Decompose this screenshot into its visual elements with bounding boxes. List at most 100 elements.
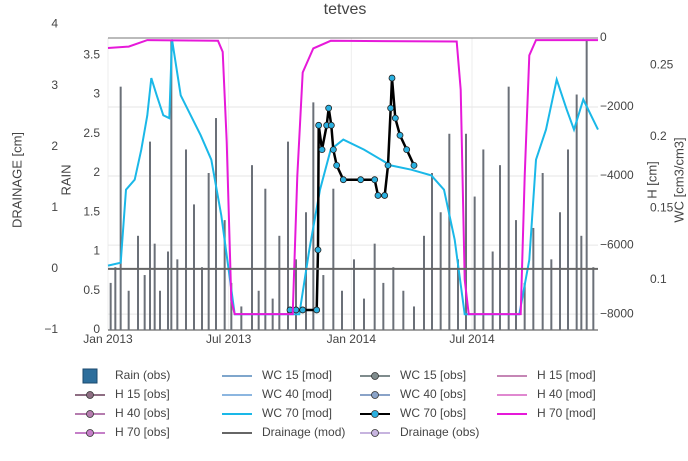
y2-tick-label: 4: [51, 17, 58, 31]
bar: [567, 149, 569, 330]
marker: [339, 176, 347, 184]
y3-axis-label: H [cm]: [644, 161, 659, 199]
legend-label: H 70 [mod]: [537, 406, 596, 420]
legend-label: WC 40 [mod]: [262, 387, 332, 401]
bar: [448, 133, 451, 330]
y-tick-label: 1: [93, 244, 100, 258]
y-tick-label: 3.5: [83, 47, 100, 61]
marker: [313, 306, 321, 314]
y3-tick-label: −2000: [600, 99, 634, 113]
bar: [109, 282, 112, 330]
legend-label: H 15 [obs]: [115, 387, 170, 401]
line: [107, 39, 599, 316]
bar: [143, 275, 146, 330]
marker: [299, 306, 307, 314]
bar: [532, 227, 535, 330]
marker: [388, 74, 396, 82]
legend-label: H 70 [obs]: [115, 425, 170, 439]
legend-label: H 15 [mod]: [537, 368, 596, 382]
bar: [353, 259, 355, 330]
bar: [185, 149, 187, 330]
bar: [423, 235, 425, 330]
bar: [251, 165, 253, 330]
bar: [240, 306, 243, 330]
bar: [322, 275, 325, 330]
x-tick-label: Jan 2013: [83, 332, 133, 346]
legend-marker: [86, 410, 94, 418]
marker: [329, 146, 337, 154]
bar: [159, 290, 161, 330]
bar: [137, 235, 139, 330]
bar: [127, 290, 130, 330]
bar: [465, 133, 467, 330]
y-axis-label: RAIN: [58, 164, 73, 195]
legend-swatch: [82, 368, 98, 384]
bar: [382, 282, 385, 330]
bar: [413, 306, 415, 330]
marker: [315, 121, 323, 129]
bar: [341, 290, 343, 330]
bar: [264, 188, 267, 330]
legend-marker: [371, 391, 379, 399]
y2-tick-label: 1: [51, 200, 58, 214]
legend-label: H 40 [mod]: [537, 387, 596, 401]
legend-marker: [371, 372, 379, 380]
bar: [575, 94, 578, 330]
bar: [287, 141, 289, 330]
marker: [391, 114, 399, 122]
marker: [325, 104, 333, 112]
marker: [327, 121, 335, 129]
marker: [357, 176, 365, 184]
legend-label: Drainage (obs): [400, 425, 479, 439]
y2-tick-label: 2: [51, 139, 58, 153]
y4-tick-label: 0.2: [650, 129, 667, 143]
bar: [473, 196, 476, 330]
y4-tick-label: 0.15: [650, 201, 674, 215]
bar: [491, 251, 494, 330]
legend-marker: [86, 391, 94, 399]
y4-axis-label: WC [cm3/cm3]: [671, 137, 686, 222]
y2-axis-label: DRAINAGE [cm]: [9, 132, 24, 228]
x-tick-label: Jul 2013: [206, 332, 252, 346]
bar: [153, 243, 156, 330]
bar: [207, 173, 210, 330]
bar: [149, 141, 151, 330]
y-tick-label: 2: [93, 165, 100, 179]
marker: [384, 161, 392, 169]
y3-tick-label: −6000: [600, 237, 634, 251]
marker: [410, 161, 418, 169]
chart-title: tetves: [324, 1, 367, 18]
bar: [312, 102, 315, 330]
marker: [314, 246, 322, 254]
bar: [295, 259, 297, 330]
legend-label: WC 15 [obs]: [400, 368, 466, 382]
y2-tick-label: −1: [44, 322, 58, 336]
legend-label: H 40 [obs]: [115, 406, 170, 420]
y-tick-label: 3: [93, 87, 100, 101]
marker: [396, 131, 404, 139]
y-tick-label: 0.5: [83, 283, 100, 297]
bar: [431, 173, 433, 330]
bar: [278, 235, 281, 330]
y3-tick-label: −4000: [600, 168, 634, 182]
y4-tick-label: 0.1: [650, 272, 667, 286]
bar: [592, 267, 595, 330]
bar: [223, 220, 226, 330]
marker: [387, 104, 395, 112]
bar: [541, 173, 544, 330]
bar: [230, 282, 233, 330]
bar: [215, 118, 217, 330]
legend-label: WC 15 [mod]: [262, 368, 332, 382]
legend-marker: [371, 410, 379, 418]
bar: [507, 86, 510, 331]
bar: [523, 282, 526, 330]
bar: [201, 267, 203, 330]
bar: [257, 290, 260, 330]
y-tick-label: 1.5: [83, 204, 100, 218]
y2-tick-label: 3: [51, 78, 58, 92]
marker: [374, 192, 382, 199]
bar: [559, 212, 561, 330]
y2-tick-label: 0: [51, 261, 58, 275]
bar: [176, 259, 179, 330]
